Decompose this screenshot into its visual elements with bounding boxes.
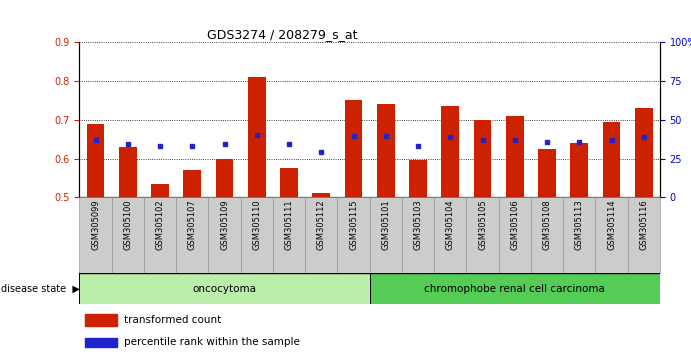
FancyBboxPatch shape — [434, 197, 466, 273]
Bar — [473, 120, 491, 197]
Bar — [86, 124, 104, 197]
FancyBboxPatch shape — [402, 197, 434, 273]
Text: GSM305107: GSM305107 — [188, 199, 197, 250]
Bar — [85, 314, 117, 326]
FancyBboxPatch shape — [240, 197, 273, 273]
Text: GSM305115: GSM305115 — [349, 199, 358, 250]
Bar — [635, 108, 652, 197]
Bar — [603, 122, 621, 197]
Bar — [79, 273, 370, 304]
Text: GSM305102: GSM305102 — [155, 199, 164, 250]
Bar — [151, 184, 169, 197]
Bar — [506, 116, 524, 197]
FancyBboxPatch shape — [209, 197, 240, 273]
Text: GSM305113: GSM305113 — [575, 199, 584, 250]
Bar — [377, 104, 395, 197]
Bar — [248, 77, 265, 197]
Text: GSM305109: GSM305109 — [220, 199, 229, 250]
FancyBboxPatch shape — [176, 197, 209, 273]
FancyBboxPatch shape — [273, 197, 305, 273]
FancyBboxPatch shape — [466, 197, 499, 273]
Bar — [119, 147, 137, 197]
Text: percentile rank within the sample: percentile rank within the sample — [124, 337, 299, 347]
FancyBboxPatch shape — [531, 197, 563, 273]
Text: GSM305103: GSM305103 — [413, 199, 423, 250]
Text: GSM305099: GSM305099 — [91, 199, 100, 250]
FancyBboxPatch shape — [305, 197, 337, 273]
Text: oncocytoma: oncocytoma — [193, 284, 256, 294]
Text: chromophobe renal cell carcinoma: chromophobe renal cell carcinoma — [424, 284, 605, 294]
Bar — [85, 338, 117, 348]
Text: GSM305112: GSM305112 — [316, 199, 326, 250]
FancyBboxPatch shape — [337, 197, 370, 273]
Text: GSM305116: GSM305116 — [639, 199, 648, 250]
Bar — [570, 143, 588, 197]
Text: disease state  ▶: disease state ▶ — [1, 284, 79, 294]
Bar — [409, 160, 427, 197]
FancyBboxPatch shape — [499, 197, 531, 273]
FancyBboxPatch shape — [144, 197, 176, 273]
Text: GSM305104: GSM305104 — [446, 199, 455, 250]
Text: GSM305111: GSM305111 — [285, 199, 294, 250]
Text: GSM305106: GSM305106 — [510, 199, 520, 250]
Bar — [442, 106, 459, 197]
Text: GSM305101: GSM305101 — [381, 199, 390, 250]
FancyBboxPatch shape — [370, 197, 402, 273]
Bar — [216, 159, 234, 197]
Text: GSM305105: GSM305105 — [478, 199, 487, 250]
FancyBboxPatch shape — [596, 197, 627, 273]
Text: GSM305110: GSM305110 — [252, 199, 261, 250]
FancyBboxPatch shape — [627, 197, 660, 273]
FancyBboxPatch shape — [563, 197, 596, 273]
Text: GSM305108: GSM305108 — [542, 199, 551, 250]
Bar — [183, 170, 201, 197]
FancyBboxPatch shape — [112, 197, 144, 273]
FancyBboxPatch shape — [79, 197, 112, 273]
Text: transformed count: transformed count — [124, 315, 221, 325]
Text: GDS3274 / 208279_s_at: GDS3274 / 208279_s_at — [207, 28, 358, 41]
Bar — [312, 193, 330, 197]
Bar — [538, 149, 556, 197]
Text: GSM305114: GSM305114 — [607, 199, 616, 250]
Bar — [345, 101, 362, 197]
Bar — [280, 168, 298, 197]
Bar — [370, 273, 660, 304]
Text: GSM305100: GSM305100 — [123, 199, 133, 250]
